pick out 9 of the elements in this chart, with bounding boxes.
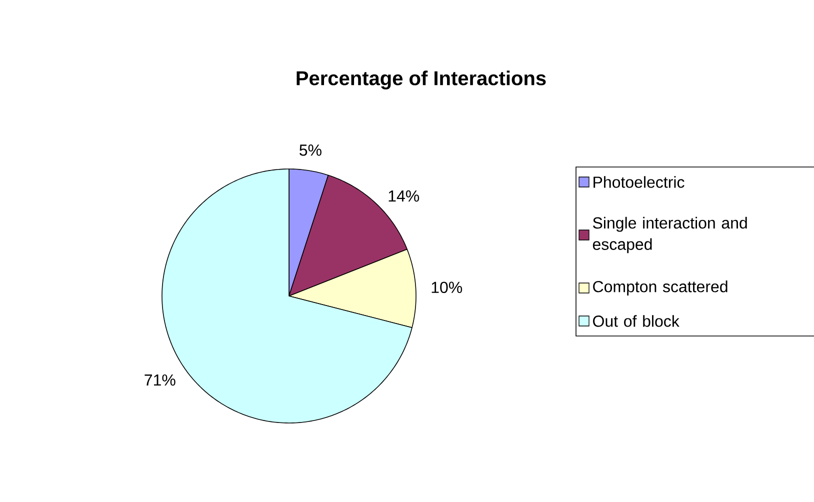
legend-label: Photoelectric <box>594 176 684 188</box>
data-label: 71% <box>144 374 176 386</box>
chart-title: Percentage of Interactions <box>296 70 546 90</box>
data-label: 5% <box>300 144 322 156</box>
data-label: 14% <box>388 190 420 202</box>
legend-label: Single interaction and escaped <box>592 216 747 254</box>
legend-label: Out of block <box>593 315 680 327</box>
data-label: 10% <box>432 282 462 294</box>
legend-label: Compton scattered <box>593 280 728 296</box>
